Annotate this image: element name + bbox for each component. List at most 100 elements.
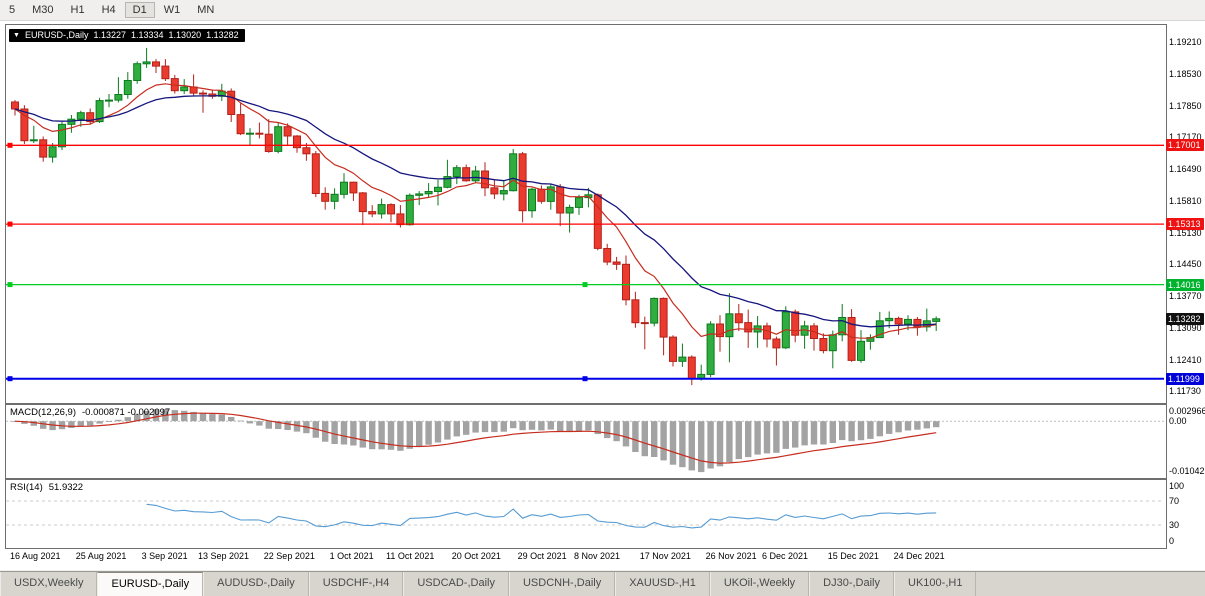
macd-bar bbox=[575, 421, 583, 431]
macd-bar bbox=[171, 410, 178, 422]
timeframe-button-mn[interactable]: MN bbox=[197, 4, 215, 16]
macd-bar bbox=[134, 413, 141, 422]
macd-bar bbox=[369, 421, 376, 450]
candle-body bbox=[471, 170, 480, 182]
macd-bar bbox=[491, 421, 498, 433]
macd-scale-tick: 0.002966 bbox=[1169, 406, 1205, 416]
macd-bar bbox=[763, 421, 771, 454]
macd-scale[interactable]: 0.002966 0.00 -0.01042 bbox=[1166, 405, 1205, 476]
macd-bar bbox=[265, 421, 272, 429]
candle-body bbox=[575, 197, 583, 208]
chart-title-box[interactable]: ▼ EURUSD-,Daily 1.13227 1.13334 1.13020 … bbox=[9, 29, 245, 42]
chart-tab-xauusd-h1[interactable]: XAUUSD-,H1 bbox=[615, 572, 710, 596]
chart-tab-usdx-weekly[interactable]: USDX,Weekly bbox=[0, 572, 98, 596]
timeframe-button-h1[interactable]: H1 bbox=[70, 4, 85, 16]
macd-bar bbox=[914, 421, 921, 430]
line-handle[interactable] bbox=[7, 376, 13, 382]
macd-bar bbox=[829, 421, 836, 443]
macd-bar bbox=[472, 421, 479, 433]
rsi-panel[interactable]: RSI(14) 51.9322 bbox=[5, 479, 1167, 549]
candle-body bbox=[772, 338, 781, 349]
chart-tab-dj30-daily[interactable]: DJ30-,Daily bbox=[809, 572, 895, 596]
macd-bar bbox=[453, 421, 460, 437]
chart-tab-audusd-daily[interactable]: AUDUSD-,Daily bbox=[203, 572, 309, 596]
timeframe-button-h4[interactable]: H4 bbox=[101, 4, 116, 16]
price-scale[interactable]: 1.19210 1.18530 1.17850 1.17170 1.16490 1.158… bbox=[1166, 25, 1205, 401]
candle-body bbox=[716, 323, 724, 338]
level-price-label: 1.14016 bbox=[1166, 278, 1204, 291]
timeframe-toolbar: 5 M30 H1 H4 D1 W1 MN bbox=[0, 0, 1205, 21]
candle-body bbox=[424, 191, 433, 195]
candle-body bbox=[678, 356, 687, 362]
macd-bar bbox=[481, 421, 489, 433]
macd-bar bbox=[275, 421, 282, 429]
macd-bar bbox=[77, 421, 84, 427]
candle-body bbox=[434, 186, 442, 193]
candle-body bbox=[650, 297, 659, 324]
candle-body bbox=[452, 167, 461, 178]
candle-body bbox=[48, 146, 57, 158]
line-handle[interactable] bbox=[7, 221, 13, 227]
timeframe-button-d1[interactable]: D1 bbox=[124, 2, 155, 18]
macd-bar bbox=[651, 421, 658, 457]
candle-body bbox=[236, 114, 245, 135]
date-label: 20 Oct 2021 bbox=[451, 551, 501, 561]
date-label: 13 Sep 2021 bbox=[198, 551, 250, 561]
main-chart-panel[interactable]: ▼ EURUSD-,Daily 1.13227 1.13334 1.13020 … bbox=[5, 24, 1167, 404]
chart-tab-usdchf-h4[interactable]: USDCHF-,H4 bbox=[308, 572, 404, 596]
macd-bar bbox=[96, 421, 103, 424]
candle-body bbox=[283, 126, 292, 137]
macd-bar bbox=[745, 421, 752, 458]
date-label: 6 Dec 2021 bbox=[762, 551, 809, 561]
date-label: 11 Oct 2021 bbox=[386, 551, 435, 561]
macd-bar bbox=[895, 421, 902, 433]
candle-body bbox=[114, 94, 123, 101]
chart-tab-ukoil-weekly[interactable]: UKOil-,Weekly bbox=[709, 572, 810, 596]
timeframe-button-m30[interactable]: M30 bbox=[32, 4, 54, 16]
rsi-scale[interactable]: 100 70 30 0 bbox=[1166, 480, 1205, 546]
chart-tab-usdcad-daily[interactable]: USDCAD-,Daily bbox=[403, 572, 509, 596]
macd-bar bbox=[904, 421, 912, 431]
macd-panel[interactable]: MACD(12,26,9) -0.000871 -0.002097 bbox=[5, 404, 1167, 479]
chart-workspace: ▼ EURUSD-,Daily 1.13227 1.13334 1.13020 … bbox=[0, 21, 1205, 570]
macd-bar bbox=[820, 421, 827, 445]
price-scale-tick: 1.14450 bbox=[1169, 259, 1202, 270]
chart-tab-eurusd-daily[interactable]: EURUSD-,Daily bbox=[97, 572, 204, 596]
date-axis[interactable]: 16 Aug 2021 25 Aug 2021 3 Sep 2021 13 Sep 2… bbox=[5, 549, 1165, 564]
candle-body bbox=[791, 311, 800, 336]
candle-body bbox=[904, 318, 912, 325]
macd-bar bbox=[528, 421, 536, 430]
macd-bar bbox=[152, 409, 160, 422]
candle-body bbox=[669, 336, 677, 362]
macd-bar bbox=[21, 421, 28, 424]
line-handle[interactable] bbox=[582, 282, 588, 288]
chart-tab-uk100-h1[interactable]: UK100-,H1 bbox=[894, 572, 977, 596]
line-handle[interactable] bbox=[7, 282, 13, 288]
candle-body bbox=[199, 92, 207, 95]
line-handle[interactable] bbox=[7, 142, 13, 148]
ohlc-low: 1.13020 bbox=[168, 30, 202, 40]
date-label: 3 Sep 2021 bbox=[141, 551, 188, 561]
macd-bar bbox=[256, 421, 263, 426]
candle-body bbox=[603, 248, 612, 263]
price-scale-tick: 1.12410 bbox=[1169, 354, 1202, 365]
macd-bar bbox=[68, 421, 75, 428]
macd-histogram bbox=[11, 409, 940, 473]
macd-chart bbox=[6, 409, 1164, 473]
timeframe-button-5[interactable]: 5 bbox=[9, 4, 16, 16]
rsi-scale-tick: 30 bbox=[1169, 520, 1180, 530]
date-label: 16 Aug 2021 bbox=[10, 551, 61, 561]
macd-bar bbox=[594, 421, 601, 435]
chevron-down-icon[interactable]: ▼ bbox=[13, 32, 20, 39]
line-handle[interactable] bbox=[582, 376, 588, 382]
candle-body bbox=[311, 153, 320, 195]
candle-body bbox=[640, 322, 649, 325]
candle-body bbox=[857, 340, 865, 361]
candle-body bbox=[368, 211, 377, 215]
candle-body bbox=[180, 86, 189, 92]
candle-body bbox=[67, 118, 76, 125]
timeframe-button-w1[interactable]: W1 bbox=[163, 4, 181, 16]
chart-tab-usdcnh-daily[interactable]: USDCNH-,Daily bbox=[508, 572, 616, 596]
candlestick-chart[interactable] bbox=[6, 25, 1164, 401]
